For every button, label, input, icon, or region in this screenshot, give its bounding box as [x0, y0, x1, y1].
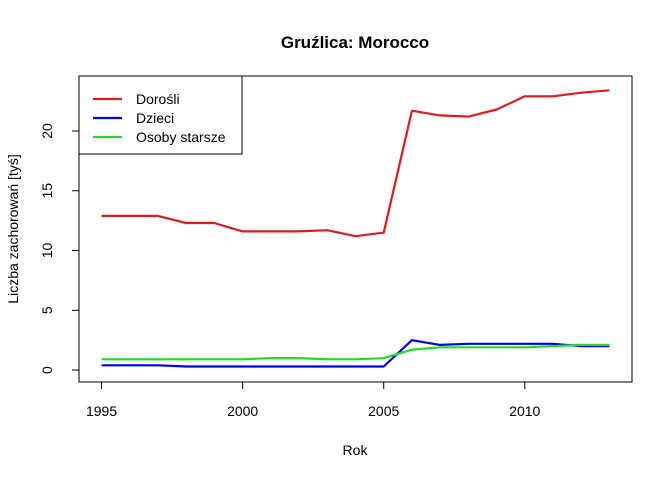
series-line-2 — [101, 343, 610, 361]
legend-label: Dorośli — [136, 91, 180, 107]
legend: Dorośli Dzieci Osoby starsze — [78, 75, 243, 155]
y-axis-label: Liczba zachorowań [tyś] — [5, 154, 21, 303]
y-tick-label: 20 — [39, 123, 55, 139]
y-axis: 0 5 10 15 20 — [39, 123, 80, 374]
x-tick-label: 1995 — [86, 403, 117, 419]
x-tick-label: 2005 — [368, 403, 399, 419]
series-line-0 — [101, 89, 610, 238]
x-tick-label: 2000 — [227, 403, 258, 419]
legend-label: Dzieci — [136, 110, 174, 126]
y-tick-label: 0 — [39, 366, 55, 374]
y-tick-label: 5 — [39, 306, 55, 314]
x-axis: 1995 2000 2005 2010 — [86, 381, 541, 419]
legend-label: Osoby starsze — [136, 129, 226, 145]
series-line-1 — [101, 339, 610, 368]
x-axis-label: Rok — [343, 442, 369, 458]
legend-box — [78, 75, 243, 155]
y-tick-label: 10 — [39, 243, 55, 259]
chart-title: Gruźlica: Morocco — [281, 33, 429, 52]
x-tick-label: 2010 — [509, 403, 540, 419]
y-tick-label: 15 — [39, 183, 55, 199]
series-lines — [101, 89, 610, 368]
